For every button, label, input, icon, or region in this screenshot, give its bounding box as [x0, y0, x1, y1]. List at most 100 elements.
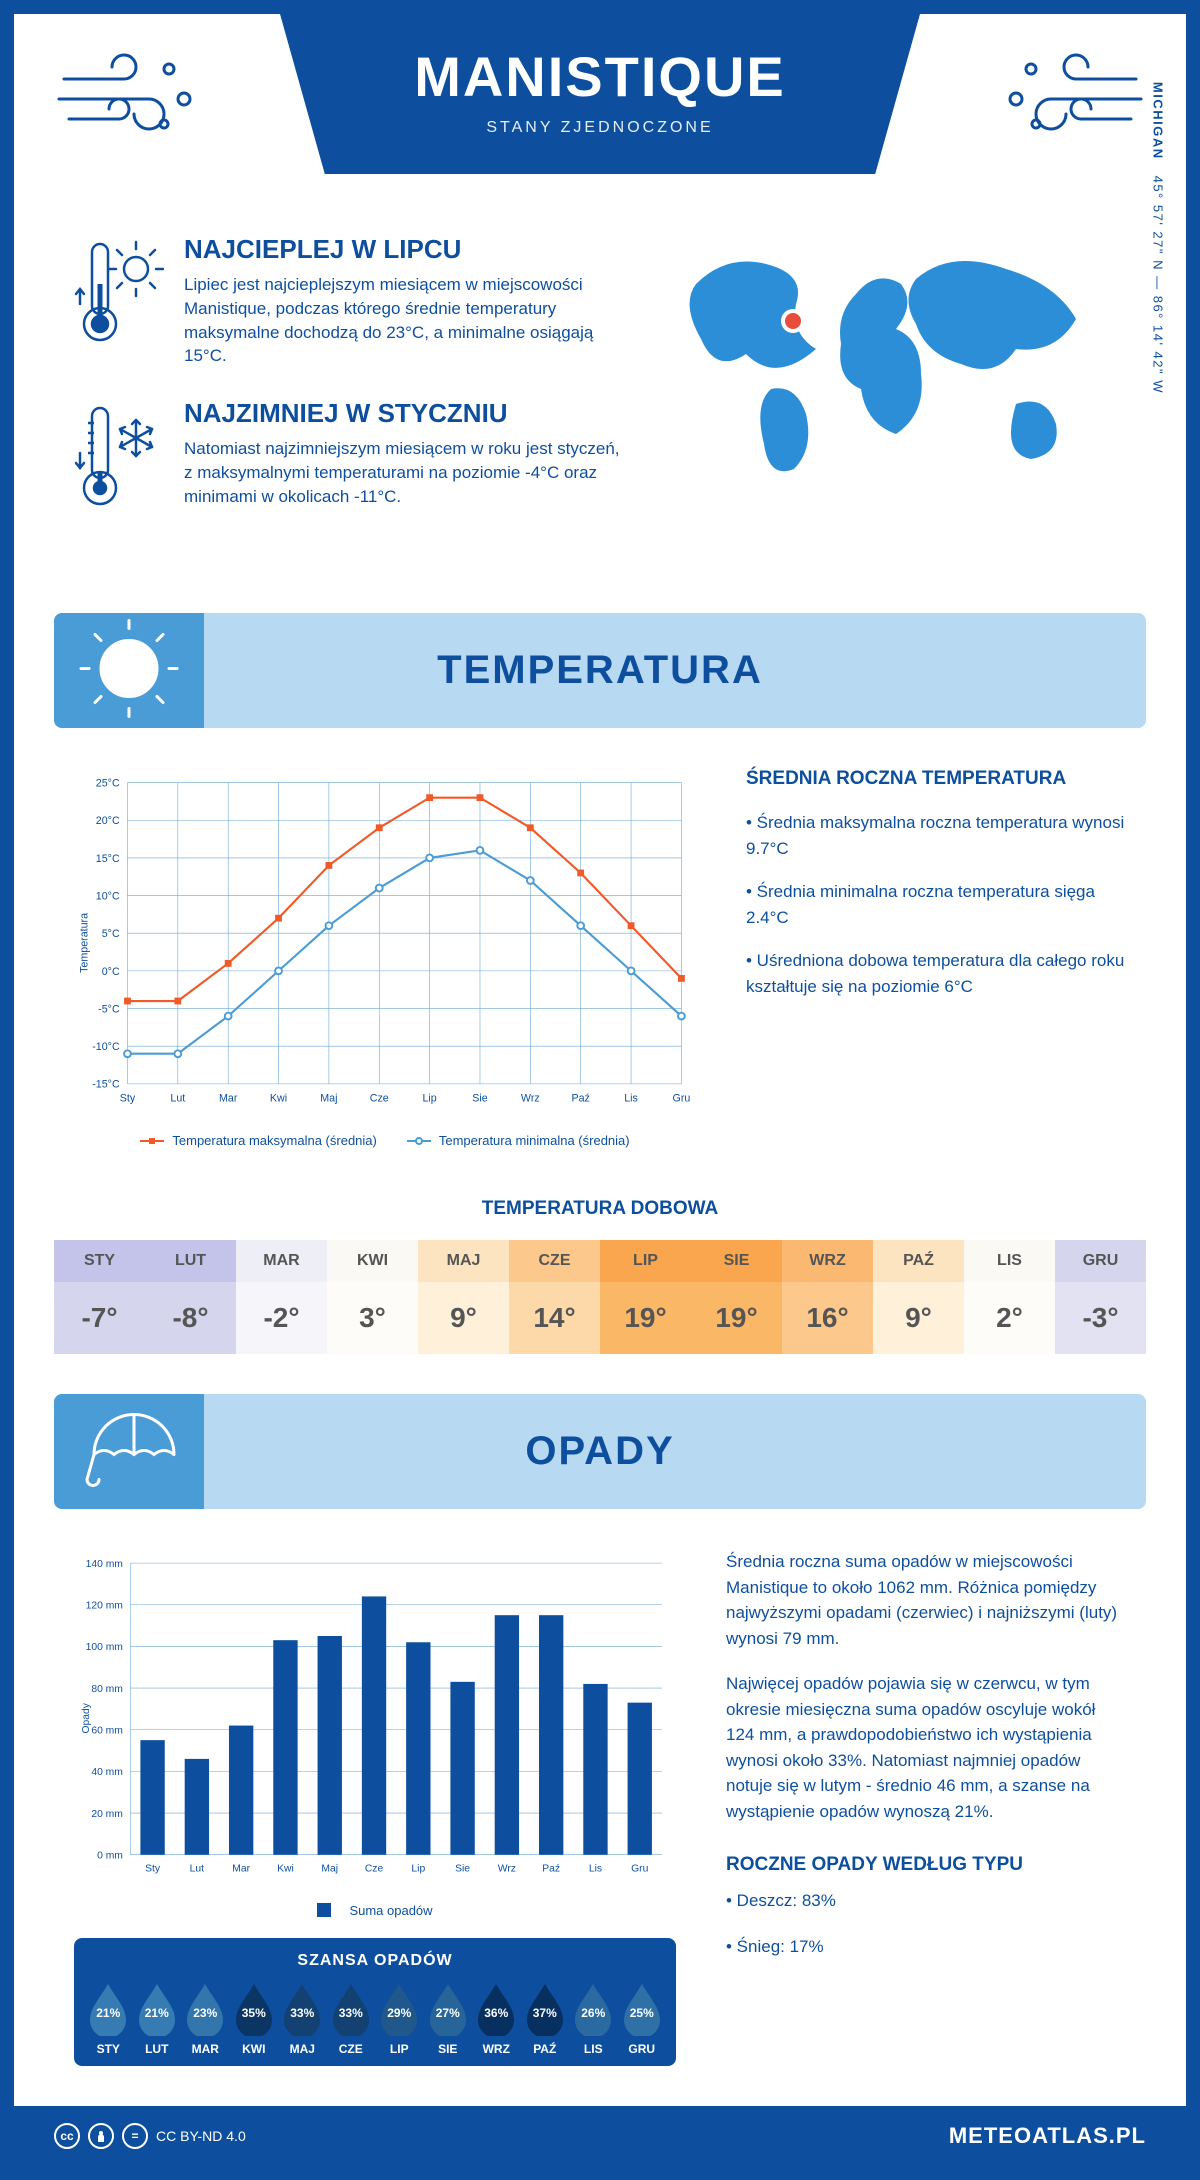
- svg-text:0 mm: 0 mm: [97, 1851, 123, 1862]
- daily-temp-cell: PAŹ9°: [873, 1240, 964, 1354]
- daily-temp-value: 19°: [600, 1282, 691, 1354]
- daily-temp-cell: LIP19°: [600, 1240, 691, 1354]
- precip-chance-value: 35%: [242, 2006, 266, 2020]
- drop-icon: 36%: [474, 1982, 518, 2036]
- svg-text:15°C: 15°C: [96, 853, 120, 865]
- precip-chance-month: LIP: [375, 2042, 424, 2056]
- coldest-title: NAJZIMNIEJ W STYCZNIU: [184, 398, 626, 429]
- daily-temp-value: 16°: [782, 1282, 873, 1354]
- svg-text:Wrz: Wrz: [521, 1093, 540, 1105]
- svg-text:60 mm: 60 mm: [91, 1726, 123, 1737]
- country-subtitle: STANY ZJEDNOCZONE: [280, 119, 920, 137]
- svg-text:5°C: 5°C: [102, 928, 120, 940]
- daily-temp-value: -3°: [1055, 1282, 1146, 1354]
- precip-chance-item: 27% SIE: [424, 1982, 473, 2056]
- intro-section: NAJCIEPLEJ W LIPCU Lipiec jest najcieple…: [14, 224, 1186, 593]
- coords-value: 45° 57' 27" N — 86° 14' 42" W: [1151, 175, 1166, 393]
- precip-chance-item: 21%STY: [84, 1982, 133, 2056]
- daily-temp-month: STY: [54, 1240, 145, 1282]
- precip-chance-value: 23%: [193, 2006, 217, 2020]
- precip-chance-value: 33%: [339, 2006, 363, 2020]
- svg-text:Lip: Lip: [422, 1093, 436, 1105]
- daily-temp-month: MAJ: [418, 1240, 509, 1282]
- daily-temp-cell: STY-7°: [54, 1240, 145, 1354]
- daily-temp-cell: WRZ16°: [782, 1240, 873, 1354]
- avg-temp-point: • Uśredniona dobowa temperatura dla całe…: [746, 948, 1126, 999]
- avg-temp-point: • Średnia minimalna roczna temperatura s…: [746, 879, 1126, 930]
- precip-chance-value: 25%: [630, 2006, 654, 2020]
- state-label: MICHIGAN: [1151, 81, 1166, 159]
- drop-icon: 26%: [571, 1982, 615, 2036]
- svg-text:Gru: Gru: [631, 1864, 648, 1875]
- precip-chance-item: 33% CZE: [327, 1982, 376, 2056]
- daily-temp-month: GRU: [1055, 1240, 1146, 1282]
- daily-temp-month: PAŹ: [873, 1240, 964, 1282]
- precip-types-title: ROCZNE OPADY WEDŁUG TYPU: [726, 1854, 1126, 1876]
- precip-chance-value: 26%: [581, 2006, 605, 2020]
- daily-temp-table: STY-7°LUT-8°MAR-2°KWI3°MAJ9°CZE14°LIP19°…: [54, 1240, 1146, 1354]
- precip-para-2: Najwięcej opadów pojawia się w czerwcu, …: [726, 1671, 1126, 1824]
- precip-title: OPADY: [525, 1429, 674, 1474]
- warmest-block: NAJCIEPLEJ W LIPCU Lipiec jest najcieple…: [74, 234, 626, 368]
- coldest-block: NAJZIMNIEJ W STYCZNIU Natomiast najzimni…: [74, 398, 626, 523]
- precip-chance-item: 33%MAJ: [278, 1982, 327, 2056]
- svg-text:Kwi: Kwi: [270, 1093, 287, 1105]
- svg-text:-5°C: -5°C: [98, 1004, 120, 1016]
- daily-temp-value: 14°: [509, 1282, 600, 1354]
- daily-temp-title: TEMPERATURA DOBOWA: [14, 1198, 1186, 1220]
- drop-icon: 35%: [232, 1982, 276, 2036]
- map-col: MICHIGAN45° 57' 27" N — 86° 14' 42" W: [656, 234, 1126, 553]
- precip-chance-item: 26%LIS: [569, 1982, 618, 2056]
- temperature-legend: Temperatura maksymalna (średnia) Tempera…: [74, 1133, 696, 1148]
- temperature-banner: TEMPERATURA: [54, 613, 1146, 728]
- svg-text:-15°C: -15°C: [92, 1079, 120, 1091]
- avg-temp-title: ŚREDNIA ROCZNA TEMPERATURA: [746, 768, 1126, 790]
- page: MANISTIQUE STANY ZJEDNOCZONE NAJCIEPLEJ …: [0, 0, 1200, 2180]
- precip-chance-month: MAR: [181, 2042, 230, 2056]
- wind-icon: [54, 44, 204, 149]
- svg-text:Paź: Paź: [542, 1864, 560, 1875]
- drop-icon: 33%: [329, 1982, 373, 2036]
- precip-chance-value: 37%: [533, 2006, 557, 2020]
- precip-chance-value: 21%: [145, 2006, 169, 2020]
- cc-icon: cc: [54, 2123, 80, 2149]
- title-banner: MANISTIQUE STANY ZJEDNOCZONE: [280, 14, 920, 174]
- svg-text:-10°C: -10°C: [92, 1041, 120, 1053]
- precip-chance-item: 25%GRU: [618, 1982, 667, 2056]
- daily-temp-value: -7°: [54, 1282, 145, 1354]
- svg-text:100 mm: 100 mm: [86, 1642, 123, 1653]
- precip-chance-item: 35%KWI: [230, 1982, 279, 2056]
- precip-chance-month: SIE: [424, 2042, 473, 2056]
- precip-chance-month: PAŹ: [521, 2042, 570, 2056]
- daily-temp-month: MAR: [236, 1240, 327, 1282]
- precip-type-item: • Śnieg: 17%: [726, 1934, 1126, 1960]
- temperature-side-info: ŚREDNIA ROCZNA TEMPERATURA • Średnia mak…: [746, 768, 1126, 1148]
- precip-chance-month: CZE: [327, 2042, 376, 2056]
- precip-chance-item: 23% MAR: [181, 1982, 230, 2056]
- wind-icon: [996, 44, 1146, 149]
- intro-text-col: NAJCIEPLEJ W LIPCU Lipiec jest najcieple…: [74, 234, 626, 553]
- precip-banner: OPADY: [54, 1394, 1146, 1509]
- svg-text:Lip: Lip: [411, 1864, 425, 1875]
- coords-label: MICHIGAN 45° 57' 27" N — 86° 14' 42" W: [1151, 81, 1166, 393]
- daily-temp-cell: MAR-2°: [236, 1240, 327, 1354]
- daily-temp-value: 2°: [964, 1282, 1055, 1354]
- svg-text:Lis: Lis: [589, 1864, 602, 1875]
- svg-text:Temperatura: Temperatura: [79, 913, 91, 973]
- svg-text:80 mm: 80 mm: [91, 1684, 123, 1695]
- svg-text:20°C: 20°C: [96, 815, 120, 827]
- nd-icon: =: [122, 2123, 148, 2149]
- warmest-text: Lipiec jest najcieplejszym miesiącem w m…: [184, 273, 626, 368]
- daily-temp-value: 3°: [327, 1282, 418, 1354]
- precip-chance-item: 21%LUT: [133, 1982, 182, 2056]
- daily-temp-value: 9°: [418, 1282, 509, 1354]
- coldest-text: Natomiast najzimniejszym miesiącem w rok…: [184, 437, 626, 508]
- svg-text:Mar: Mar: [232, 1864, 250, 1875]
- license-text: CC BY-ND 4.0: [156, 2128, 246, 2144]
- drop-icon: 21%: [86, 1982, 130, 2036]
- precip-chance-value: 29%: [387, 2006, 411, 2020]
- drop-icon: 27%: [426, 1982, 470, 2036]
- svg-text:Gru: Gru: [673, 1093, 691, 1105]
- daily-temp-value: -8°: [145, 1282, 236, 1354]
- daily-temp-month: LIS: [964, 1240, 1055, 1282]
